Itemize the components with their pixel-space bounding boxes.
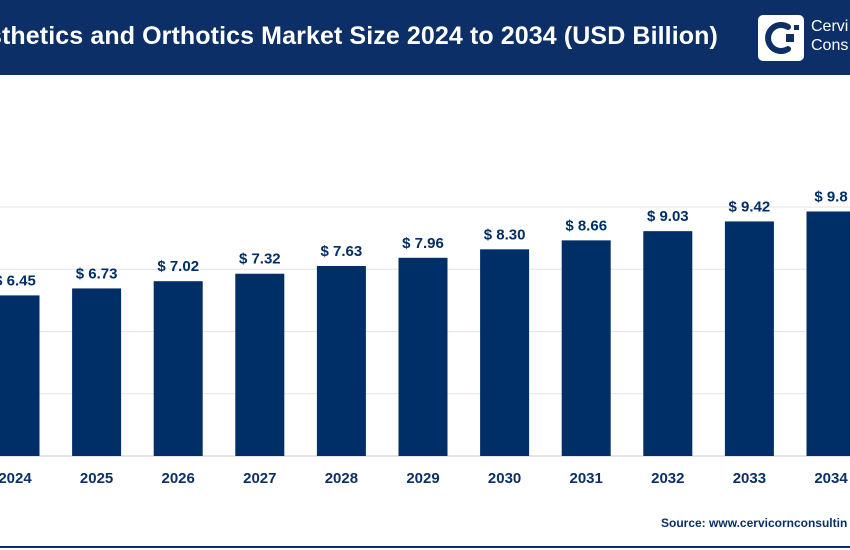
chart-area: $ 6.45 2024 $ 6.73 2025 $ 7.02 2026 $ 7.32 2027…: [0, 75, 850, 550]
source-label: Source:: [661, 516, 706, 530]
brand-name: Cervi Cons: [811, 17, 848, 55]
brand-logo: [758, 15, 804, 61]
footer-rule: [0, 546, 850, 548]
x-tick-label-2034: 2034: [814, 470, 848, 487]
value-label-2024: $ 6.45: [0, 272, 36, 289]
source-note: Source: www.cervicornconsultin: [661, 516, 847, 530]
bar-2027: [235, 273, 285, 456]
x-tick-label-2030: 2030: [488, 470, 521, 487]
brand-name-line2: Cons: [811, 37, 849, 54]
value-label-2034: $ 9.8: [814, 188, 847, 205]
value-label-2029: $ 7.96: [402, 235, 444, 252]
source-url: www.cervicornconsultin: [709, 516, 848, 530]
bar-2026: [153, 281, 203, 456]
cervicorn-logo-icon: [765, 22, 799, 54]
bar-2031: [561, 240, 611, 456]
value-label-2025: $ 6.73: [76, 265, 118, 282]
value-label-2032: $ 9.03: [647, 208, 689, 225]
bar-2028: [316, 266, 366, 456]
x-tick-label-2026: 2026: [162, 470, 195, 487]
chart-title: sthetics and Orthotics Market Size 2024 …: [0, 22, 718, 50]
value-label-2027: $ 7.32: [239, 251, 281, 268]
x-tick-label-2027: 2027: [243, 470, 276, 487]
bar-2030: [480, 249, 530, 456]
bar-2025: [72, 288, 122, 456]
x-tick-label-2025: 2025: [80, 470, 113, 487]
bar-2032: [643, 231, 693, 456]
header-bar: sthetics and Orthotics Market Size 2024 …: [0, 0, 850, 75]
bar-2024: [0, 295, 40, 456]
bar-chart: $ 6.45 2024 $ 6.73 2025 $ 7.02 2026 $ 7.32 2027…: [0, 188, 850, 487]
value-label-2033: $ 9.42: [729, 198, 771, 215]
x-tick-label-2024: 2024: [0, 470, 32, 487]
bar-2029: [398, 257, 448, 456]
x-tick-label-2029: 2029: [406, 470, 439, 487]
x-tick-label-2028: 2028: [325, 470, 358, 487]
value-label-2031: $ 8.66: [565, 217, 607, 234]
value-label-2030: $ 8.30: [484, 226, 526, 243]
x-tick-label-2033: 2033: [733, 470, 766, 487]
value-label-2028: $ 7.63: [321, 243, 363, 260]
bar-2034: [806, 211, 850, 456]
value-label-2026: $ 7.02: [157, 258, 199, 275]
bar-2033: [724, 221, 774, 456]
x-tick-label-2031: 2031: [570, 470, 603, 487]
x-tick-label-2032: 2032: [651, 470, 684, 487]
brand-name-line1: Cervi: [811, 18, 849, 35]
